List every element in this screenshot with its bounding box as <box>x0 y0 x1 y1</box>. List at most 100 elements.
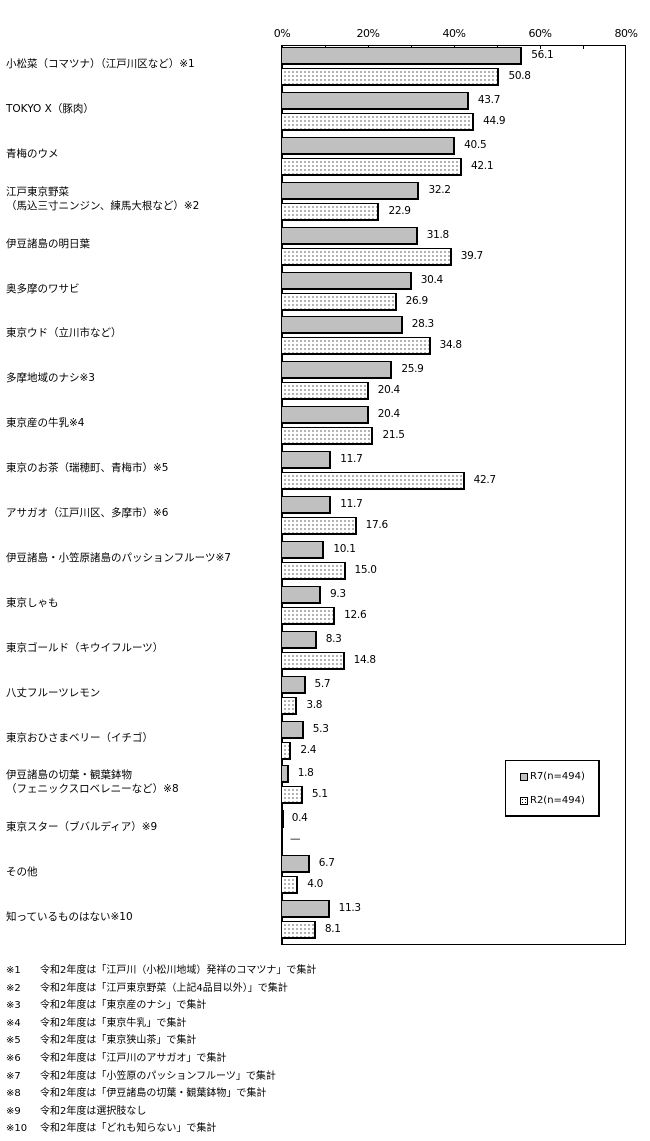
legend-label-r7: R7(n=494) <box>530 771 585 782</box>
bar-r2 <box>281 68 500 86</box>
value-label-r7: 5.3 <box>312 722 329 735</box>
value-label-r2: 17.6 <box>365 519 388 531</box>
category-label-line: 伊豆諸島の切葉・観葉鉢物 <box>6 769 132 782</box>
bar-r7 <box>281 810 284 829</box>
category-label: 知っているものはない※10 <box>6 910 133 924</box>
category-label-line: （馬込三寸ニンジン、練馬大根など）※2 <box>6 199 200 212</box>
value-label-r7: 10.1 <box>333 542 356 555</box>
bar-r2 <box>281 561 346 580</box>
footnote-mark: ※3 <box>6 1000 21 1012</box>
value-label-r2: 4.0 <box>307 878 323 891</box>
category-label: 東京スター（ブバルディア）※9 <box>6 820 157 834</box>
category-label-line: 八丈フルーツレモン <box>6 686 101 699</box>
bar-r7 <box>281 585 321 604</box>
category-label: 東京しゃも <box>6 596 59 610</box>
legend-item-r2: R2(n=494) <box>520 795 585 806</box>
footnote: ※7 令和2年度は「小笠原のパッションフルーツ」で集計 <box>6 1070 276 1083</box>
footnote: ※8 令和2年度は「伊豆諸島の切葉・観葉鉢物」で集計 <box>6 1087 266 1100</box>
footnote-text: 令和2年度は選択肢なし <box>40 1105 147 1117</box>
category-label-line: 小松菜（コマツナ）（江戸川区など）※1 <box>6 58 195 70</box>
value-label-r2: 22.9 <box>388 204 411 217</box>
category-label-line: 東京ウド（立川市など） <box>6 327 122 340</box>
value-label-r7: 56.1 <box>531 49 554 61</box>
bar-r2 <box>281 247 452 266</box>
bar-r7 <box>281 540 325 559</box>
footnote: ※2 令和2年度は「江戸東京野菜（上記4品目以外）」で集計 <box>6 982 288 995</box>
legend-item-r7: R7(n=494) <box>520 771 585 782</box>
footnote: ※3 令和2年度は「東京産のナシ」で集計 <box>6 999 206 1012</box>
footnote-mark: ※7 <box>6 1070 21 1082</box>
value-label-r7: 8.3 <box>325 632 342 645</box>
value-label-r7: 31.8 <box>426 228 449 241</box>
value-label-r2: 42.1 <box>471 159 494 172</box>
value-label-r2: 42.7 <box>473 474 496 487</box>
bar-r2 <box>281 651 345 670</box>
footnote-text: 令和2年度は「江戸東京野菜（上記4品目以外）」で集計 <box>40 982 288 994</box>
bar-r7 <box>281 630 317 649</box>
category-label-line: その他 <box>6 866 38 879</box>
value-label-r7: 25.9 <box>401 363 424 376</box>
value-label-r2: 26.9 <box>405 294 428 307</box>
footnote: ※1 令和2年度は「江戸川（小松川地域）発祥のコマツナ」で集計 <box>6 964 316 977</box>
category-label-line: 多摩地域のナシ※3 <box>6 372 95 385</box>
x-tick-label: 80% <box>614 27 638 40</box>
bar-r7 <box>281 720 304 739</box>
category-label: 多摩地域のナシ※3 <box>6 371 95 385</box>
category-label: その他 <box>6 865 38 879</box>
value-label-r2: 21.5 <box>382 429 405 442</box>
category-label: 江戸東京野菜 （馬込三寸ニンジン、練馬大根など）※2 <box>6 185 199 213</box>
legend: R7(n=494) R2(n=494) <box>505 760 600 817</box>
bar-r2 <box>281 157 463 176</box>
bar-r2 <box>281 427 374 446</box>
category-label: 伊豆諸島・小笠原諸島のパッションフルーツ※7 <box>6 551 231 565</box>
value-label-r7: 20.4 <box>377 408 400 421</box>
bar-r2 <box>281 696 298 715</box>
bar-r2 <box>281 292 397 311</box>
value-label-r2: 14.8 <box>353 653 376 666</box>
category-label-line: TOKYO X（豚肉） <box>6 102 94 115</box>
category-label-line: （フェニックスロベレニーなど）※8 <box>6 783 179 796</box>
legend-swatch-r2-icon <box>520 796 528 805</box>
bar-r7 <box>281 765 289 784</box>
bar-r2 <box>281 786 303 805</box>
bar-r7 <box>281 181 420 200</box>
x-tick-mark <box>540 45 541 49</box>
category-label-line: 知っているものはない※10 <box>6 911 133 924</box>
value-label-r7: 5.7 <box>314 677 331 690</box>
footnote-text: 令和2年度は「東京牛乳」で集計 <box>40 1017 187 1029</box>
footnote-text: 令和2年度は「東京狭山茶」で集計 <box>40 1035 197 1047</box>
category-label: 八丈フルーツレモン <box>6 686 100 700</box>
footnote-text: 令和2年度は「江戸川（小松川地域）発祥のコマツナ」で集計 <box>40 965 317 976</box>
value-label-r2: 5.1 <box>311 788 328 801</box>
bar-r2 <box>281 876 299 895</box>
value-label-r2: 2.4 <box>300 743 317 756</box>
value-label-r2: 39.7 <box>460 249 483 262</box>
footnote-mark: ※2 <box>6 982 21 994</box>
bar-r2 <box>281 202 380 221</box>
bar-r7 <box>281 136 456 155</box>
footnote-mark: ※8 <box>6 1088 21 1100</box>
footnote-text: 令和2年度は「東京産のナシ」で集計 <box>40 1000 207 1012</box>
value-label-r7: 32.2 <box>428 183 451 196</box>
category-label: 東京おひさまベリー（イチゴ） <box>6 731 153 745</box>
value-label-r7: 40.5 <box>464 138 487 151</box>
bar-r2 <box>281 112 475 131</box>
footnote-text: 令和2年度は「どれも知らない」で集計 <box>40 1123 217 1135</box>
bar-r7 <box>281 47 523 65</box>
value-label-r2: 50.8 <box>508 70 531 82</box>
bar-r7 <box>281 316 403 335</box>
footnote-mark: ※6 <box>6 1053 21 1064</box>
x-tick-label: 20% <box>356 27 380 40</box>
value-label-r7: 11.7 <box>340 453 363 466</box>
category-label-line: 東京ゴールド（キウイフルーツ） <box>6 641 164 654</box>
footnote-mark: ※10 <box>6 1123 28 1135</box>
bar-r7 <box>281 361 393 380</box>
value-label-r7: 43.7 <box>477 93 501 106</box>
footnote-mark: ※5 <box>6 1035 21 1047</box>
bar-r7 <box>281 900 330 919</box>
x-tick-mark <box>583 45 584 49</box>
category-label: 青梅のウメ <box>6 147 59 161</box>
legend-label-r2: R2(n=494) <box>530 795 585 806</box>
footnote: ※5 令和2年度は「東京狭山茶」で集計 <box>6 1034 196 1047</box>
bar-r2 <box>281 921 316 940</box>
